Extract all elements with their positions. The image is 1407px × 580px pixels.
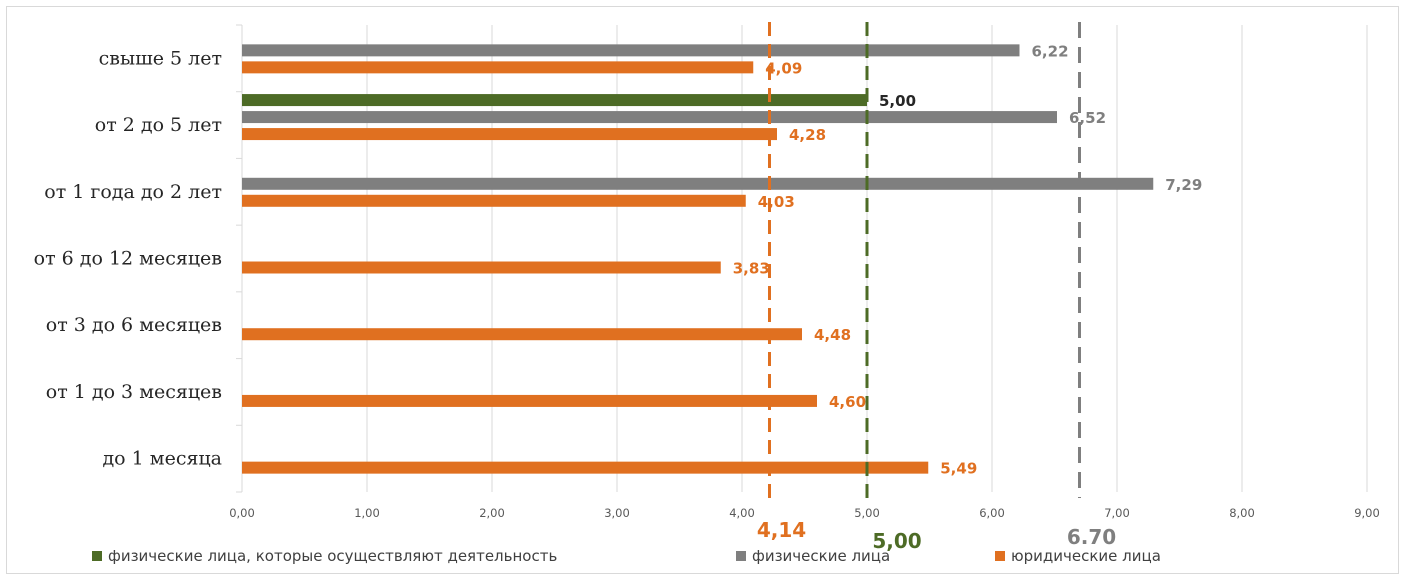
legend-label: юридические лица bbox=[1011, 547, 1161, 565]
data-label: 5,49 bbox=[940, 460, 977, 478]
category-label: от 1 до 3 месяцев bbox=[46, 381, 222, 403]
bar-gray bbox=[242, 111, 1057, 124]
x-tick-label: 4,00 bbox=[729, 506, 755, 520]
x-tick-label: 8,00 bbox=[1229, 506, 1255, 520]
legend-swatch bbox=[92, 551, 102, 561]
data-label: 6,22 bbox=[1032, 42, 1069, 60]
x-tick-label: 9,00 bbox=[1354, 506, 1380, 520]
bar-orange bbox=[242, 261, 721, 274]
category-label: от 1 года до 2 лет bbox=[44, 181, 222, 203]
legend-label: физические лица bbox=[752, 547, 890, 565]
reference-line-label: 6.70 bbox=[1067, 525, 1116, 549]
bar-gray bbox=[242, 177, 1154, 190]
x-tick-label: 3,00 bbox=[604, 506, 630, 520]
bar-orange bbox=[242, 128, 777, 141]
category-label: от 2 до 5 лет bbox=[95, 114, 222, 136]
data-label: 3,83 bbox=[733, 260, 770, 278]
category-label: до 1 месяца bbox=[102, 448, 222, 470]
x-tick-label: 6,00 bbox=[979, 506, 1005, 520]
bar-orange bbox=[242, 328, 802, 341]
bar-orange bbox=[242, 61, 754, 74]
bar-orange bbox=[242, 194, 746, 207]
data-label: 4,48 bbox=[814, 326, 851, 344]
x-tick-label: 0,00 bbox=[229, 506, 255, 520]
x-tick-label: 5,00 bbox=[854, 506, 880, 520]
bar-green bbox=[242, 94, 867, 107]
legend-swatch bbox=[736, 551, 746, 561]
data-label: 5,00 bbox=[879, 92, 916, 110]
data-label: 4,60 bbox=[829, 393, 866, 411]
category-label: от 3 до 6 месяцев bbox=[46, 314, 222, 336]
data-label: 4,28 bbox=[789, 126, 826, 144]
bar-orange bbox=[242, 394, 817, 407]
category-label: свыше 5 лет bbox=[99, 47, 222, 69]
category-label: от 6 до 12 месяцев bbox=[34, 248, 222, 270]
reference-line-label: 4,14 bbox=[757, 518, 806, 542]
x-tick-label: 1,00 bbox=[354, 506, 380, 520]
legend-label: физические лица, которые осуществляют де… bbox=[108, 547, 557, 565]
data-label: 4,03 bbox=[758, 193, 795, 211]
bar-gray bbox=[242, 44, 1020, 57]
data-label: 6,52 bbox=[1069, 109, 1106, 127]
data-label: 4,09 bbox=[765, 59, 802, 77]
x-tick-label: 2,00 bbox=[479, 506, 505, 520]
data-label: 7,29 bbox=[1165, 176, 1202, 194]
bar-orange bbox=[242, 461, 929, 474]
x-tick-label: 7,00 bbox=[1104, 506, 1130, 520]
reference-line-label: 5,00 bbox=[872, 529, 921, 553]
legend-swatch bbox=[995, 551, 1005, 561]
